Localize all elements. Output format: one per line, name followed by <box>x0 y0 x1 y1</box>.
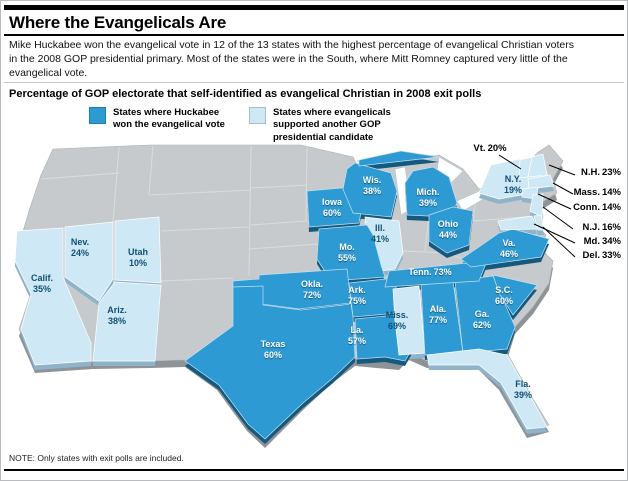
title-rule <box>4 34 624 36</box>
state-label-mo: Mo. 55% <box>337 242 357 263</box>
intro-text: Mike Huckabee won the evangelical vote i… <box>9 39 575 79</box>
state-label-md: Md. 34% <box>583 236 621 247</box>
state-label-mich: Mich. 39% <box>416 187 440 208</box>
top-rule <box>4 5 624 10</box>
state-label-ariz: Ariz. 38% <box>107 305 127 326</box>
legend-label-huckabee: States where Huckabee won the evangelica… <box>113 107 225 131</box>
state-label-conn: Conn. 14% <box>573 202 621 213</box>
state-label-utah: Utah 10% <box>128 247 148 268</box>
state-label-wis: Wis. 38% <box>362 175 382 196</box>
state-label-ohio: Ohio 44% <box>437 219 459 240</box>
bottom-rule <box>4 469 624 471</box>
huckabee-swatch <box>89 107 106 124</box>
divider <box>4 82 624 83</box>
chart-subtitle: Percentage of GOP electorate that self-i… <box>9 88 482 100</box>
state-label-miss: Miss. 69% <box>385 310 409 331</box>
state-label-la: La. 57% <box>347 325 367 346</box>
state-label-calif: Calif. 35% <box>30 273 54 294</box>
us-map <box>1 131 627 462</box>
state-label-ny: N.Y. 19% <box>503 174 523 195</box>
legend-item-huckabee: States where Huckabee won the evangelica… <box>89 107 225 132</box>
state-label-ill: Ill. 41% <box>370 223 390 244</box>
state-label-tenn: Tenn. 73% <box>408 267 452 277</box>
other-swatch <box>249 107 266 124</box>
footnote: NOTE: Only states with exit polls are in… <box>9 453 184 463</box>
us-map-svg <box>14 144 576 448</box>
legend-item-other: States where evangelicals supported anot… <box>249 107 413 144</box>
state-label-iowa: Iowa 60% <box>321 197 343 218</box>
state-label-ga: Ga. 62% <box>472 309 492 330</box>
state-label-okla: Okla. 72% <box>300 279 324 300</box>
state-label-mass: Mass. 14% <box>573 187 621 198</box>
state-label-ark: Ark. 75% <box>347 285 367 306</box>
state-label-fla: Fla. 39% <box>513 379 533 400</box>
leader-lines <box>498 154 576 258</box>
legend-label-other: States where evangelicals supported anot… <box>273 107 391 143</box>
state-label-del: Del. 33% <box>582 250 621 261</box>
state-label-nj: N.J. 16% <box>582 222 621 233</box>
state-label-vt: Vt. 20% <box>473 143 507 154</box>
page-title: Where the Evangelicals Are <box>9 13 227 32</box>
state-label-nev: Nev. 24% <box>70 237 90 258</box>
state-label-ala: Ala. 77% <box>428 304 448 325</box>
state-label-sc: S.C. 60% <box>494 285 514 306</box>
state-label-va: Va. 46% <box>499 238 519 259</box>
state-label-nh: N.H. 23% <box>580 167 621 178</box>
state-label-texas: Texas 60% <box>260 339 286 360</box>
gray-state-borders <box>40 145 549 282</box>
